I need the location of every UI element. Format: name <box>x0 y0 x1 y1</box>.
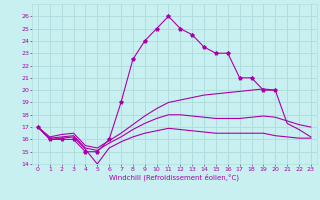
X-axis label: Windchill (Refroidissement éolien,°C): Windchill (Refroidissement éolien,°C) <box>109 173 239 181</box>
